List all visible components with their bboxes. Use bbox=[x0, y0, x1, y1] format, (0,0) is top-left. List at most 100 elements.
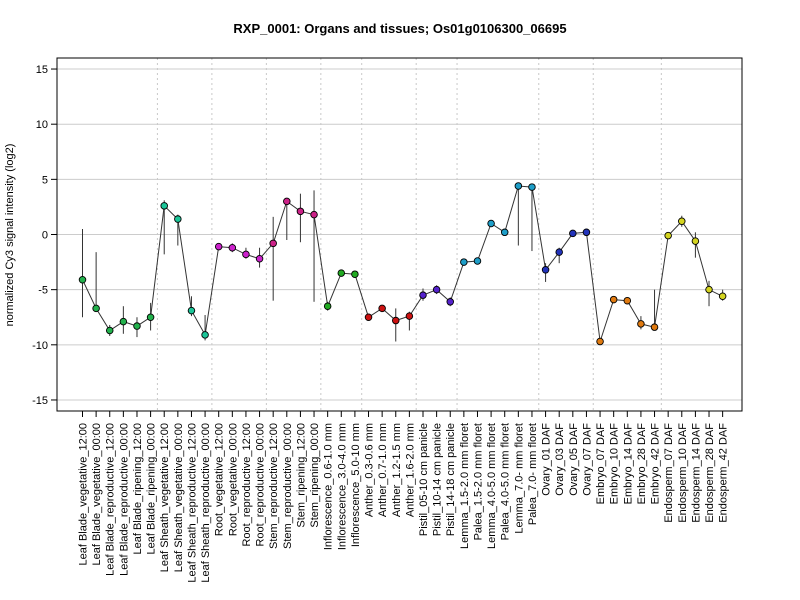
x-tick-label: Anther_0.7-1.0 mm bbox=[377, 423, 389, 517]
data-point bbox=[528, 183, 536, 191]
plot-frame bbox=[56, 57, 743, 412]
x-tick-label: Anther_1.6-2.0 mm bbox=[404, 423, 416, 517]
data-point bbox=[310, 210, 318, 219]
data-point bbox=[160, 202, 168, 210]
x-tick-label: Stem_ripening_12:00 bbox=[295, 423, 307, 528]
data-point bbox=[296, 207, 305, 216]
data-point bbox=[283, 197, 291, 206]
data-point bbox=[378, 304, 386, 313]
x-tick-label: Embryo_14 DAF bbox=[622, 423, 634, 505]
data-point bbox=[432, 285, 441, 294]
data-point bbox=[582, 228, 591, 237]
data-point bbox=[133, 322, 141, 330]
data-point bbox=[514, 182, 523, 190]
data-point bbox=[405, 312, 414, 320]
data-point bbox=[460, 258, 468, 266]
data-point bbox=[569, 229, 577, 238]
data-point bbox=[242, 250, 250, 259]
data-point bbox=[623, 296, 632, 305]
data-point bbox=[637, 320, 645, 328]
data-point bbox=[105, 326, 114, 335]
data-point bbox=[691, 237, 700, 245]
x-tick-label: Leaf Sheath_vegetative_12:00 bbox=[159, 423, 171, 572]
series-line bbox=[82, 185, 723, 342]
x-tick-label: Ovary_05 DAF bbox=[568, 423, 580, 496]
x-tick-label: Embryo_28 DAF bbox=[636, 423, 648, 505]
x-tick-label: Leaf Blade_ripening_12:00 bbox=[132, 423, 144, 555]
x-tick-label: Stem_reproductive_12:00 bbox=[268, 423, 280, 549]
data-point bbox=[119, 317, 128, 326]
y-tick-label: -10 bbox=[32, 340, 48, 352]
x-tick-label: Endosperm_14 DAF bbox=[690, 423, 702, 523]
x-tick-label: Root_reproductive_12:00 bbox=[241, 423, 253, 547]
x-tick-label: Embryo_42 DAF bbox=[650, 423, 662, 505]
y-axis-label: normalized Cy3 signal intensity (log2) bbox=[4, 144, 16, 327]
x-tick-label: Ovary_01 DAF bbox=[541, 423, 553, 496]
data-point bbox=[78, 275, 87, 284]
data-point bbox=[255, 255, 264, 263]
x-tick-label: Endosperm_42 DAF bbox=[718, 423, 730, 523]
x-tick-label: Palea_7.0- mm floret bbox=[527, 423, 539, 525]
x-tick-label: Inflorescence_3.0-4.0 mm bbox=[336, 423, 348, 550]
x-tick-label: Stem_ripening_00:00 bbox=[309, 423, 321, 528]
data-point bbox=[392, 316, 400, 325]
x-tick-label: Leaf Sheath_reproductive_00:00 bbox=[200, 423, 212, 583]
x-axis: Leaf Blade_vegetative_12:00 Leaf Blade_ve… bbox=[78, 411, 730, 583]
x-tick-label: Lemma_4.0-5.0 mm floret bbox=[486, 423, 498, 549]
data-point bbox=[718, 292, 727, 301]
data-point bbox=[705, 285, 713, 294]
x-tick-label: Anther_0.3-0.6 mm bbox=[364, 423, 376, 517]
data-point bbox=[446, 298, 454, 306]
data-point bbox=[201, 331, 209, 339]
x-tick-label: Lemma_1.5-2.0 mm floret bbox=[459, 423, 471, 549]
data-point bbox=[650, 323, 659, 331]
x-tick-label: Inflorescence_0.6-1.0 mm bbox=[323, 423, 335, 550]
grid-layer bbox=[57, 68, 742, 401]
x-tick-label: Root_vegetative_00:00 bbox=[227, 423, 239, 536]
data-point bbox=[187, 306, 196, 315]
data-point bbox=[337, 269, 346, 277]
data-point bbox=[146, 313, 155, 321]
x-tick-label: Pistil_05-10 cm panicle bbox=[418, 423, 430, 536]
data-point bbox=[500, 228, 509, 237]
y-tick-label: -15 bbox=[32, 395, 48, 407]
error-bars bbox=[82, 182, 724, 345]
data-point bbox=[214, 242, 223, 251]
data-point bbox=[364, 313, 373, 321]
data-point bbox=[174, 215, 182, 223]
y-tick-label: -5 bbox=[38, 285, 48, 297]
x-tick-label: Pistil_14-18 cm panicle bbox=[445, 423, 457, 536]
x-tick-label: Root_vegetative_12:00 bbox=[214, 423, 226, 536]
x-tick-label: Root_reproductive_00:00 bbox=[255, 423, 267, 547]
x-tick-label: Leaf Blade_ripening_00:00 bbox=[146, 423, 158, 555]
chart-title: RXP_0001: Organs and tissues; Os01g01063… bbox=[233, 21, 566, 36]
data-point bbox=[678, 217, 686, 226]
group-separators bbox=[156, 58, 662, 411]
data-point bbox=[473, 257, 482, 265]
y-tick-label: 0 bbox=[42, 230, 48, 242]
y-tick-label: 5 bbox=[42, 174, 48, 186]
data-points bbox=[78, 182, 727, 346]
x-tick-label: Leaf Sheath_vegetative_00:00 bbox=[173, 423, 185, 572]
x-tick-label: Leaf Sheath_reproductive_12:00 bbox=[186, 423, 198, 583]
x-tick-label: Ovary_07 DAF bbox=[581, 423, 593, 496]
x-tick-label: Ovary_03 DAF bbox=[554, 423, 566, 496]
data-point bbox=[323, 302, 332, 310]
data-point bbox=[487, 219, 495, 228]
x-tick-label: Endosperm_07 DAF bbox=[663, 423, 675, 523]
x-tick-label: Endosperm_28 DAF bbox=[704, 423, 716, 523]
data-point bbox=[596, 337, 604, 346]
x-tick-label: Palea_1.5-2.0 mm floret bbox=[472, 423, 484, 540]
x-tick-label: Endosperm_10 DAF bbox=[677, 423, 689, 523]
data-point bbox=[228, 243, 237, 252]
x-tick-label: Embryo_10 DAF bbox=[609, 423, 621, 505]
y-tick-label: 15 bbox=[36, 64, 48, 76]
x-tick-label: Lemma_7.0- mm floret bbox=[513, 423, 525, 534]
data-point bbox=[351, 270, 359, 278]
data-point bbox=[609, 295, 618, 304]
x-tick-label: Pistil_10-14 cm panicle bbox=[432, 423, 444, 536]
x-tick-label: Inflorescence_5.0-10 mm bbox=[350, 423, 362, 547]
x-tick-label: Anther_1.2-1.5 mm bbox=[391, 423, 403, 517]
y-axis: -15 -10 -5 0 5 10 15 bbox=[32, 64, 57, 407]
data-point bbox=[92, 304, 100, 313]
